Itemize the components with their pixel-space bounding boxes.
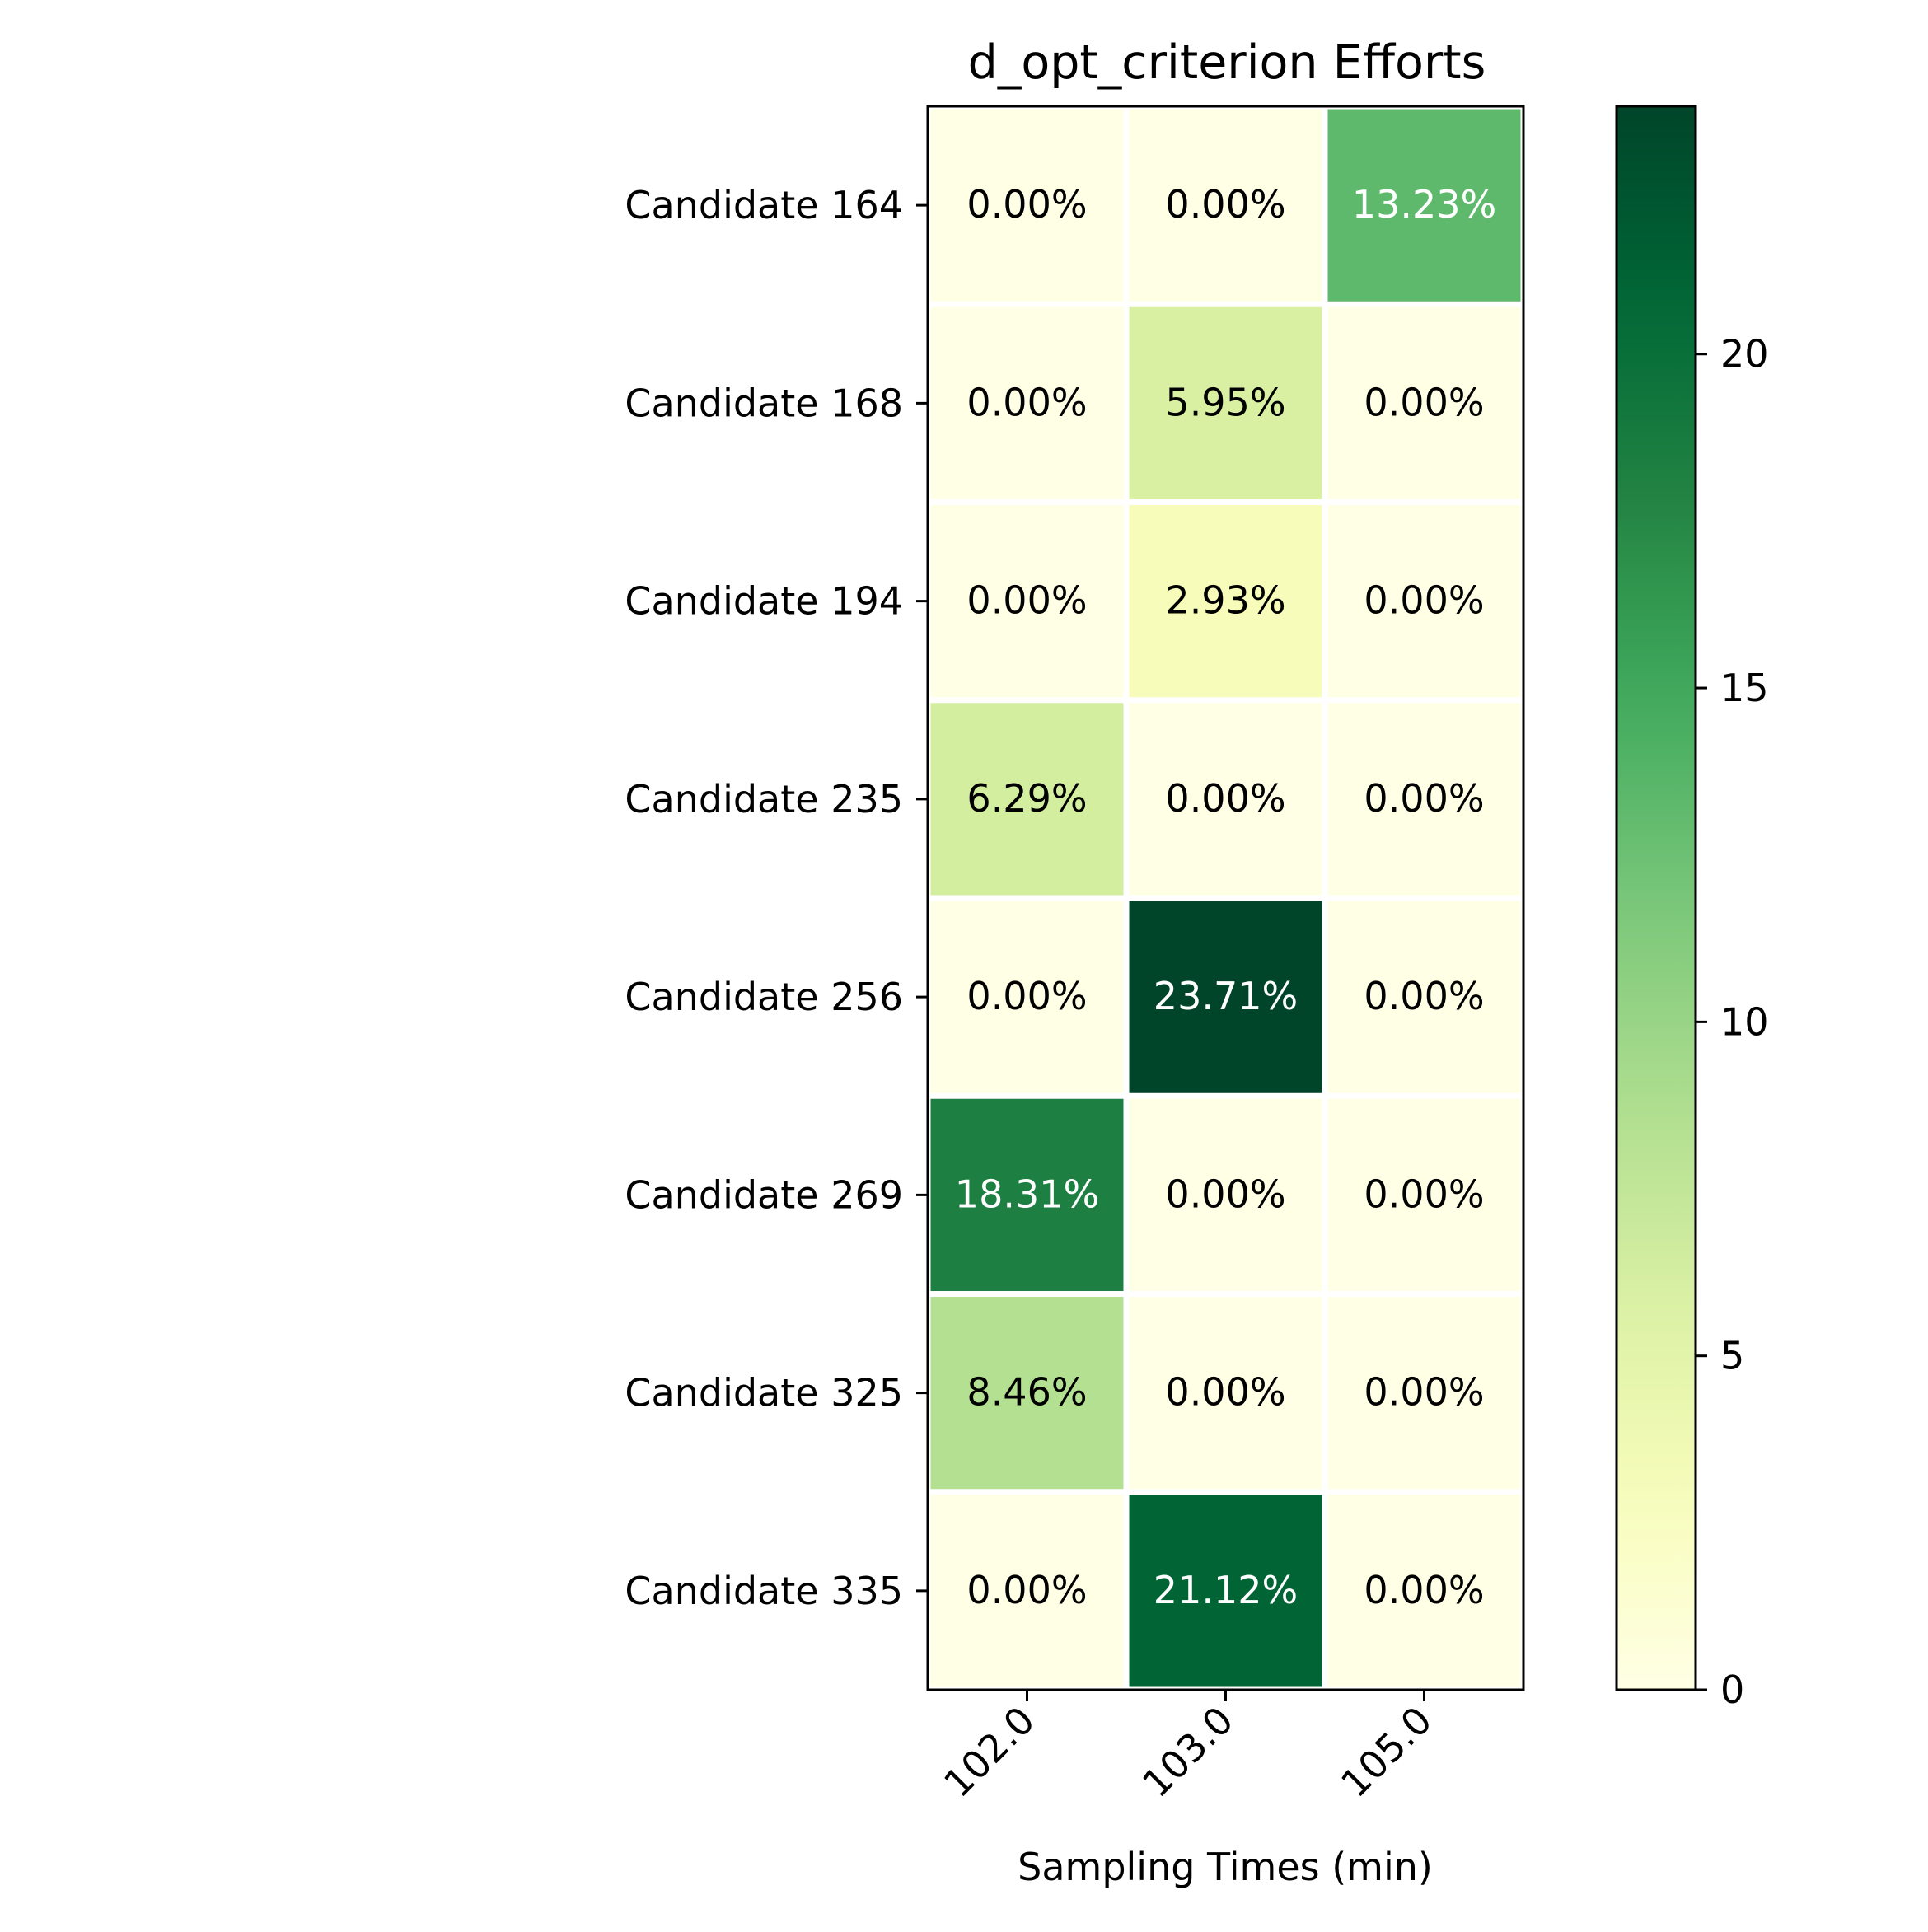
heatmap-cell bbox=[1129, 505, 1322, 698]
cell-value-label: 0.00% bbox=[1364, 974, 1484, 1018]
cell-value-label: 0.00% bbox=[1364, 380, 1484, 424]
heatmap-cell bbox=[1327, 1495, 1521, 1687]
heatmap-cell bbox=[930, 306, 1124, 499]
y-tick-label: Candidate 325 bbox=[625, 1371, 903, 1415]
heatmap-cell bbox=[930, 505, 1124, 698]
colorbar-ticks: 0 5 10 15 20 bbox=[1696, 332, 1769, 1712]
heatmap-cell bbox=[1327, 505, 1521, 698]
cell-value-label: 0.00% bbox=[1364, 1172, 1484, 1216]
cell-value-label: 0.00% bbox=[1165, 776, 1285, 821]
heatmap-cell bbox=[1129, 1297, 1322, 1490]
heatmap-cells bbox=[930, 109, 1521, 1687]
colorbar-tick-label: 15 bbox=[1720, 666, 1769, 710]
heatmap-cell bbox=[1327, 306, 1521, 499]
heatmap-cell bbox=[1129, 109, 1322, 302]
y-tick-label: Candidate 269 bbox=[625, 1172, 903, 1217]
chart-title: d_opt_criterion Efforts bbox=[968, 35, 1486, 90]
cell-value-label: 0.00% bbox=[1364, 578, 1484, 623]
cell-value-label: 0.00% bbox=[966, 182, 1087, 227]
cell-value-label: 8.46% bbox=[966, 1370, 1087, 1415]
heatmap-cell bbox=[930, 1098, 1124, 1291]
heatmap-cell bbox=[1327, 1297, 1521, 1490]
heatmap-cell bbox=[1327, 703, 1521, 896]
heatmap-cell bbox=[1129, 306, 1322, 499]
y-tick-label: Candidate 335 bbox=[625, 1569, 903, 1613]
cell-value-label: 0.00% bbox=[966, 1568, 1087, 1612]
heatmap-cell bbox=[1327, 1098, 1521, 1291]
colorbar-tick-label: 5 bbox=[1720, 1334, 1744, 1378]
cell-value-label: 0.00% bbox=[1165, 1370, 1285, 1415]
cell-value-label: 5.95% bbox=[1165, 380, 1285, 424]
cell-value-label: 0.00% bbox=[1364, 1568, 1484, 1612]
cell-value-label: 21.12% bbox=[1154, 1568, 1298, 1612]
heatmap-cell bbox=[1129, 901, 1322, 1093]
cell-value-label: 2.93% bbox=[1165, 578, 1285, 623]
heatmap-cell bbox=[1129, 1495, 1322, 1687]
cell-value-label: 18.31% bbox=[955, 1172, 1099, 1216]
colorbar-tick-label: 10 bbox=[1720, 999, 1769, 1044]
cell-value-label: 0.00% bbox=[966, 974, 1087, 1018]
cell-value-label: 13.23% bbox=[1352, 182, 1496, 227]
x-axis-label: Sampling Times (min) bbox=[1018, 1845, 1433, 1889]
colorbar-tick-label: 20 bbox=[1720, 332, 1769, 377]
colorbar-tick-label: 0 bbox=[1720, 1668, 1744, 1712]
y-tick-label: Candidate 164 bbox=[625, 183, 903, 227]
cell-value-label: 0.00% bbox=[1364, 1370, 1484, 1415]
cell-value-label: 0.00% bbox=[1364, 776, 1484, 821]
cell-value-label: 23.71% bbox=[1154, 974, 1298, 1018]
y-tick-label: Candidate 168 bbox=[625, 381, 903, 425]
heatmap-cell bbox=[1129, 1098, 1322, 1291]
heatmap-cell bbox=[1327, 109, 1521, 302]
heatmap-cell bbox=[930, 1297, 1124, 1490]
cell-value-label: 0.00% bbox=[966, 578, 1087, 623]
heatmap-cell bbox=[930, 1495, 1124, 1687]
y-axis: Candidate 164 Candidate 168 Candidate 194 C… bbox=[625, 183, 928, 1613]
heatmap-cell bbox=[1327, 901, 1521, 1093]
cell-value-label: 6.29% bbox=[966, 776, 1087, 821]
heatmap-cell bbox=[930, 109, 1124, 302]
cell-labels: 0.00% 0.00% 13.23% 0.00% 5.95% 0.00% 0.00% 2.93… bbox=[955, 182, 1496, 1612]
y-tick-label: Candidate 256 bbox=[625, 975, 903, 1019]
heatmap-cell bbox=[930, 901, 1124, 1093]
heatmap-cell bbox=[1129, 703, 1322, 896]
y-tick-label: Candidate 235 bbox=[625, 777, 903, 821]
cell-value-label: 0.00% bbox=[966, 380, 1087, 424]
heatmap-cell bbox=[930, 703, 1124, 896]
cell-value-label: 0.00% bbox=[1165, 1172, 1285, 1216]
colorbar bbox=[1615, 105, 1697, 1691]
y-tick-label: Candidate 194 bbox=[625, 579, 903, 624]
cell-value-label: 0.00% bbox=[1165, 182, 1285, 227]
